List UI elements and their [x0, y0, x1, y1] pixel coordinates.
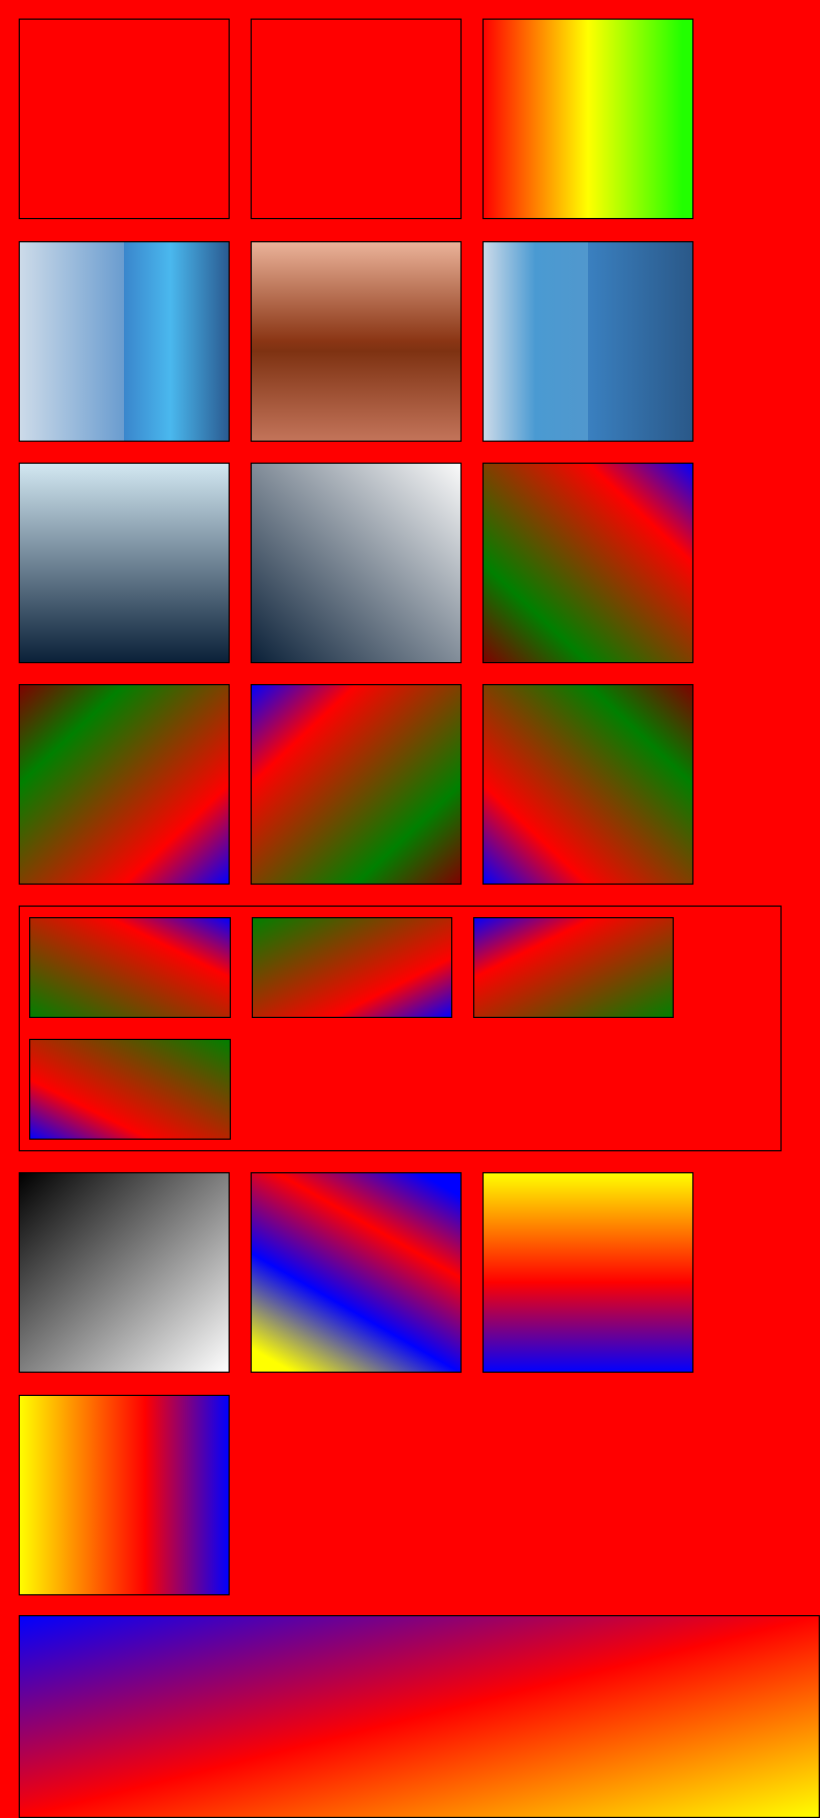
gradient-box: [18, 241, 230, 442]
gradient-box: [18, 462, 230, 664]
small-gradient-box: [29, 917, 231, 1018]
small-gradient-box: [473, 917, 674, 1018]
gradient-box: [250, 1172, 462, 1373]
wide-gradient-box: [18, 1615, 820, 1818]
gradient-box: [18, 18, 230, 220]
gradient-box: [482, 462, 694, 664]
gradient-box: [250, 462, 462, 664]
gradient-box: [18, 1172, 230, 1373]
gradient-box: [482, 1172, 694, 1373]
gradient-box: [250, 18, 462, 220]
gradient-box: [250, 241, 462, 442]
small-gradient-box: [251, 917, 453, 1018]
small-gradient-box: [29, 1038, 231, 1140]
gradient-box: [18, 684, 230, 885]
gradient-box: [482, 684, 694, 885]
gradient-box: [18, 1394, 230, 1596]
gradient-box: [250, 684, 462, 885]
gradient-box: [482, 18, 694, 220]
gradient-box: [482, 241, 694, 442]
